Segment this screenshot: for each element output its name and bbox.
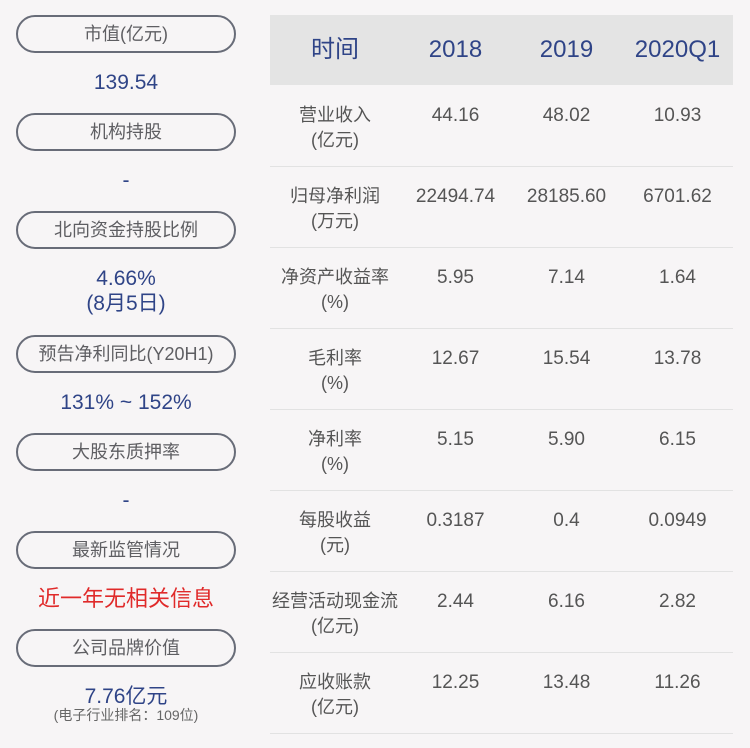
row-label: 应收账款 (亿元) bbox=[270, 670, 400, 720]
metric-name: 营业收入 bbox=[299, 105, 371, 125]
metric-unit: (亿元) bbox=[311, 130, 359, 150]
table-row: 归母净利润 (万元) 22494.74 28185.60 6701.62 bbox=[270, 166, 733, 248]
metric-name: 净资产收益率 bbox=[281, 267, 389, 287]
table-row: 每股收益 (元) 0.3187 0.4 0.0949 bbox=[270, 490, 733, 572]
metric-unit: (元) bbox=[320, 535, 350, 555]
table-cell: 12.25 bbox=[431, 672, 480, 693]
regulatory-status-label: 最新监管情况 bbox=[16, 531, 236, 569]
table-cell: 1.64 bbox=[659, 267, 696, 288]
brand-value-rank: (电子行业排名：109位) bbox=[53, 707, 199, 723]
header-2018: 2018 bbox=[428, 36, 483, 63]
table-row: 应收账款 (亿元) 12.25 13.48 11.26 bbox=[270, 652, 733, 734]
table-cell: 2.44 bbox=[437, 591, 474, 612]
table-cell: 12.67 bbox=[431, 348, 480, 369]
institutional-holding-label: 机构持股 bbox=[16, 113, 236, 151]
table-row: 经营活动现金流 (亿元) 2.44 6.16 2.82 bbox=[270, 571, 733, 653]
header-2019: 2019 bbox=[539, 36, 594, 63]
metric-name: 应收账款 bbox=[299, 672, 371, 692]
pledge-ratio-value: - bbox=[122, 489, 130, 512]
institutional-holding-value: - bbox=[122, 169, 130, 192]
table-cell: 28185.60 bbox=[526, 186, 607, 207]
regulatory-status-value: 近一年无相关信息 bbox=[37, 586, 214, 611]
table-cell: 22494.74 bbox=[415, 186, 496, 207]
row-label: 归母净利润 (万元) bbox=[270, 184, 400, 234]
table-row: 净利率 (%) 5.15 5.90 6.15 bbox=[270, 409, 733, 491]
table-cell: 5.90 bbox=[548, 429, 585, 450]
header-2020q1: 2020Q1 bbox=[634, 36, 721, 63]
table-row: 毛利率 (%) 12.67 15.54 13.78 bbox=[270, 328, 733, 410]
table-cell: 2.82 bbox=[659, 591, 696, 612]
table-cell: 6.15 bbox=[659, 429, 696, 450]
table-cell: 13.48 bbox=[542, 672, 591, 693]
table-cell: 5.15 bbox=[437, 429, 474, 450]
metric-name: 归母净利润 bbox=[290, 186, 380, 206]
table-cell: 15.54 bbox=[542, 348, 591, 369]
northbound-holding-label: 北向资金持股比例 bbox=[16, 211, 236, 249]
market-cap-value: 139.54 bbox=[93, 71, 159, 94]
brand-value-label: 公司品牌价值 bbox=[16, 629, 236, 667]
table-cell: 6701.62 bbox=[643, 186, 712, 207]
row-label: 经营活动现金流 (亿元) bbox=[270, 589, 400, 639]
table-header: 时间 2018 2019 2020Q1 bbox=[270, 15, 733, 85]
profit-forecast-value: 131% ~ 152% bbox=[60, 391, 192, 414]
table-cell: 13.78 bbox=[653, 348, 702, 369]
profit-forecast-label: 预告净利同比(Y20H1) bbox=[16, 335, 236, 373]
table-cell: 0.4 bbox=[553, 510, 580, 531]
northbound-holding-value: 4.66% bbox=[96, 267, 156, 290]
table-cell: 0.3187 bbox=[426, 510, 485, 531]
table-row: 营业收入 (亿元) 44.16 48.02 10.93 bbox=[270, 85, 733, 167]
table-cell: 6.16 bbox=[548, 591, 585, 612]
northbound-holding-date: (8月5日) bbox=[86, 292, 166, 315]
pledge-ratio-label: 大股东质押率 bbox=[16, 433, 236, 471]
row-label: 净资产收益率 (%) bbox=[270, 265, 400, 315]
table-cell: 10.93 bbox=[653, 105, 702, 126]
row-label: 营业收入 (亿元) bbox=[270, 103, 400, 153]
market-cap-label: 市值(亿元) bbox=[16, 15, 236, 53]
metric-unit: (%) bbox=[321, 454, 349, 474]
table-cell: 7.14 bbox=[548, 267, 585, 288]
metric-name: 毛利率 bbox=[308, 348, 362, 368]
metric-name: 净利率 bbox=[308, 429, 362, 449]
table-cell: 0.0949 bbox=[648, 510, 707, 531]
metric-unit: (亿元) bbox=[311, 697, 359, 717]
table-row: 净资产收益率 (%) 5.95 7.14 1.64 bbox=[270, 247, 733, 329]
metric-unit: (%) bbox=[321, 373, 349, 393]
table-cell: 11.26 bbox=[654, 672, 701, 693]
header-time: 时间 bbox=[311, 36, 359, 63]
table-cell: 48.02 bbox=[542, 105, 591, 126]
table-cell: 44.16 bbox=[431, 105, 480, 126]
metric-name: 每股收益 bbox=[299, 510, 371, 530]
brand-value-value: 7.76亿元 bbox=[84, 685, 168, 708]
metric-unit: (%) bbox=[321, 292, 349, 312]
table-cell: 5.95 bbox=[437, 267, 474, 288]
metric-name: 经营活动现金流 bbox=[272, 591, 398, 611]
row-label: 每股收益 (元) bbox=[270, 508, 400, 558]
metric-unit: (亿元) bbox=[311, 616, 359, 636]
metric-unit: (万元) bbox=[311, 211, 359, 231]
row-label: 毛利率 (%) bbox=[270, 346, 400, 396]
row-label: 净利率 (%) bbox=[270, 427, 400, 477]
